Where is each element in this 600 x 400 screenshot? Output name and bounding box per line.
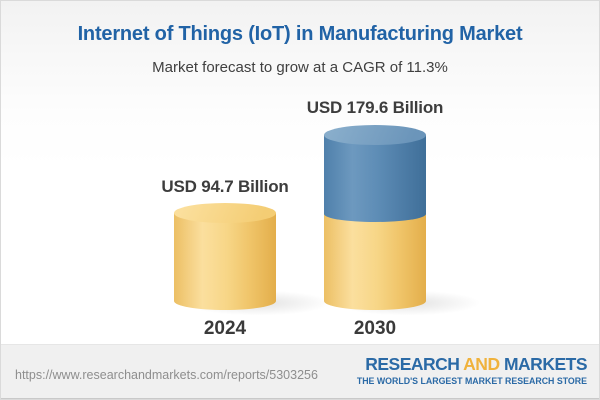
chart-title: Internet of Things (IoT) in Manufacturin… xyxy=(77,23,523,45)
logo-tagline: THE WORLD'S LARGEST MARKET RESEARCH STOR… xyxy=(356,375,587,386)
cylinder-2024-top xyxy=(174,203,276,223)
logo-wordmark: RESEARCH AND MARKETS xyxy=(357,354,588,374)
axis-label-2030: 2030 xyxy=(353,318,397,339)
cylinder-2030-growth-segment xyxy=(324,135,426,222)
value-label-2024: USD 94.7 Billion xyxy=(161,177,289,196)
logo-research: RESEARCH xyxy=(365,354,460,374)
cylinder-2024-body xyxy=(174,213,276,310)
chart-subtitle: Market forecast to grow at a CAGR of 11.… xyxy=(152,59,448,76)
value-label-2030: USD 179.6 Billion xyxy=(306,98,444,117)
logo-and: AND xyxy=(463,354,500,374)
cylinder-2030-base-segment xyxy=(324,214,426,310)
axis-label-2024: 2024 xyxy=(203,318,247,339)
logo-markets: MARKETS xyxy=(503,354,588,374)
report-url: https://www.researchandmarkets.com/repor… xyxy=(15,368,318,382)
logo: RESEARCH AND MARKETS THE WORLD'S LARGEST… xyxy=(356,354,588,386)
cylinder-2030-top xyxy=(324,125,426,145)
footer: https://www.researchandmarkets.com/repor… xyxy=(1,344,599,399)
